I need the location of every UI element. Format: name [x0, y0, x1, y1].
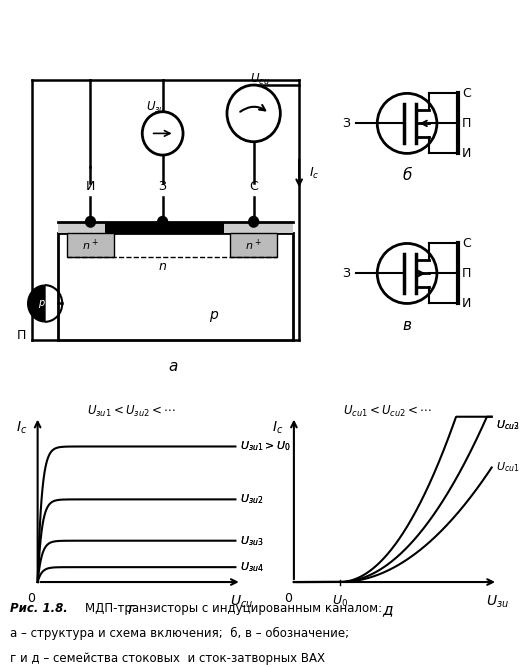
Text: $U_{зu2}$: $U_{зu2}$ [240, 492, 263, 506]
Text: $U_0$: $U_0$ [332, 594, 348, 609]
Text: С: С [249, 181, 258, 193]
Text: г: г [127, 602, 135, 617]
Text: З: З [343, 267, 350, 280]
Text: в: в [403, 319, 412, 334]
Circle shape [248, 216, 259, 227]
Text: Рис. 1.8.: Рис. 1.8. [10, 602, 68, 615]
Text: $U_{зu3}$: $U_{зu3}$ [240, 534, 263, 548]
Text: $U_{cu}$: $U_{cu}$ [250, 71, 270, 87]
Text: $U_{зu4}$: $U_{зu4}$ [240, 560, 264, 574]
Bar [230, 233, 277, 257]
Text: С: С [462, 237, 471, 250]
Bar [67, 233, 114, 257]
Circle shape [377, 243, 437, 303]
Text: П: П [462, 267, 472, 280]
Text: МДП-транзисторы с индуцированным каналом:: МДП-транзисторы с индуцированным каналом… [85, 602, 382, 615]
Bar [58, 233, 293, 340]
Text: $U_{cu1}$: $U_{cu1}$ [496, 461, 519, 474]
Text: $U_{зu}$: $U_{зu}$ [486, 594, 509, 610]
Circle shape [142, 111, 183, 155]
Text: $U_{зu2}$: $U_{зu2}$ [240, 492, 263, 506]
Text: 0: 0 [283, 592, 292, 605]
Text: $p^+$: $p^+$ [38, 296, 52, 311]
Text: $n^+$: $n^+$ [82, 237, 99, 253]
Text: С: С [462, 87, 471, 100]
Text: П: П [462, 117, 472, 130]
Text: $I_c$: $I_c$ [309, 166, 319, 181]
Text: И: И [462, 297, 472, 310]
Text: $U_{cu2}$: $U_{cu2}$ [496, 418, 519, 432]
Text: 0: 0 [27, 592, 36, 605]
Text: $n^+$: $n^+$ [245, 237, 262, 253]
Circle shape [377, 93, 437, 153]
Text: И: И [86, 181, 95, 193]
Text: $U_{зu3}$: $U_{зu3}$ [240, 534, 263, 548]
Bar [58, 221, 293, 233]
Circle shape [227, 85, 280, 141]
Text: $I_c$: $I_c$ [272, 420, 283, 436]
Text: $U_{cu3}$: $U_{cu3}$ [496, 418, 519, 432]
Text: а – структура и схема включения;  б, в – обозначение;: а – структура и схема включения; б, в – … [10, 627, 349, 640]
Text: $U_{cu}$: $U_{cu}$ [230, 594, 253, 610]
Text: г и д – семейства стоковых  и сток-затворных ВАХ: г и д – семейства стоковых и сток-затвор… [10, 652, 325, 664]
Text: $U_{зu1} > U_0$: $U_{зu1} > U_0$ [240, 440, 290, 454]
Polygon shape [28, 285, 45, 322]
Text: $p$: $p$ [209, 309, 220, 324]
Text: д: д [382, 602, 393, 617]
Text: $I_c$: $I_c$ [16, 420, 27, 436]
Text: И: И [462, 147, 472, 160]
Circle shape [157, 216, 168, 227]
Bar [105, 221, 224, 233]
Text: $U_{зu4}$: $U_{зu4}$ [240, 560, 264, 574]
Text: З: З [158, 181, 167, 193]
Text: З: З [343, 117, 350, 130]
Text: $U_{зu}$: $U_{зu}$ [146, 100, 166, 115]
Text: б: б [402, 168, 412, 183]
Text: $U_{зu1} > U_0$: $U_{зu1} > U_0$ [240, 440, 290, 454]
Text: П: П [17, 329, 26, 342]
Circle shape [85, 216, 96, 227]
Text: $а$: $а$ [168, 360, 179, 374]
Text: $U_{зu1} < U_{зu2} < \cdots$: $U_{зu1} < U_{зu2} < \cdots$ [87, 404, 176, 419]
Text: $U_{cu1} < U_{cu2} < \cdots$: $U_{cu1} < U_{cu2} < \cdots$ [343, 404, 432, 419]
Text: $n$: $n$ [158, 260, 167, 273]
